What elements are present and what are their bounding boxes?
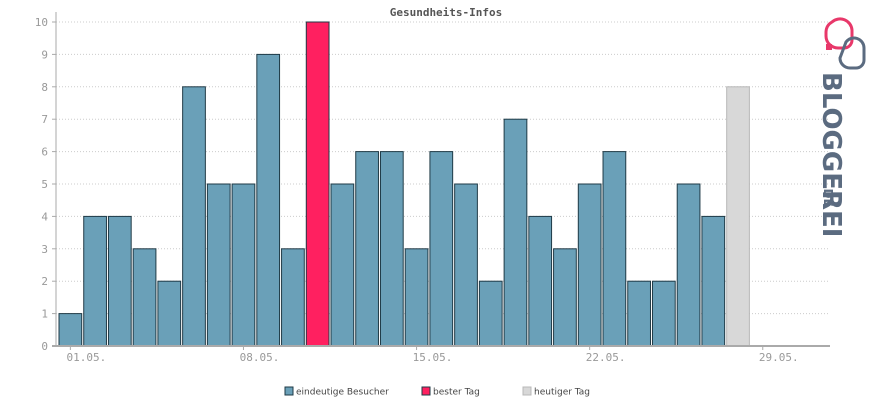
bar-best-day [305,21,330,347]
bar [256,53,281,347]
x-tick-label: 08.05. [240,351,280,364]
y-tick-label: 9 [41,48,48,61]
x-tick-label: 01.05. [66,351,106,364]
bar [83,215,107,347]
legend-label: bester Tag [433,388,480,398]
legend-swatch [421,386,431,396]
bar [404,248,429,347]
y-axis-ticks: 0 1 2 3 4 5 6 7 8 9 10 [35,16,56,353]
x-tick-label: 22.05. [586,351,626,364]
bars [58,21,750,347]
watermark-suffix: .DE [821,184,835,207]
legend-label: eindeutige Besucher [296,388,389,398]
legend-swatch [284,386,294,396]
y-tick-label: 8 [41,81,48,94]
y-tick-label: 2 [41,275,48,288]
bar [676,183,701,347]
bar [701,215,726,347]
bar [577,183,602,347]
axes [52,12,830,347]
bar [107,215,132,347]
legend: eindeutige Besucher bester Tag heutiger Ta… [284,386,590,398]
bar [454,183,478,347]
bar [355,151,379,347]
bar [58,313,83,347]
chart-title: Gesundheits-Infos [390,6,503,19]
bar [478,280,503,347]
bar [553,248,577,347]
bar-today [726,86,750,347]
bar [429,151,454,347]
bar [379,151,404,347]
bar [157,280,182,347]
bar [627,280,651,347]
y-tick-label: 1 [41,308,48,321]
x-tick-label: 15.05. [413,351,453,364]
legend-swatch [522,386,532,396]
bar [231,183,256,347]
chat-bubbles-logo-icon [824,17,866,70]
y-tick-label: 3 [41,243,48,256]
y-tick-label: 6 [41,146,48,159]
bar [602,151,627,347]
watermark-text: BLOGGEREI [816,72,846,237]
bar [206,183,231,347]
y-tick-label: 5 [41,178,48,191]
y-tick-label: 7 [41,113,48,126]
y-tick-label: 10 [35,16,48,29]
bar [330,183,355,347]
watermark: BLOGGEREI .DE [816,17,866,237]
bar [503,118,528,347]
bar [528,215,553,347]
y-tick-label: 4 [41,210,48,223]
bar [281,248,305,347]
y-tick-label: 0 [41,340,48,353]
x-axis-ticks: 01.05. 08.05. 15.05. 22.05. 29.05. [66,346,799,364]
bar [132,248,157,347]
x-tick-label: 29.05. [759,351,799,364]
legend-label: heutiger Tag [534,388,590,398]
bar [651,280,676,347]
bar [182,86,206,347]
